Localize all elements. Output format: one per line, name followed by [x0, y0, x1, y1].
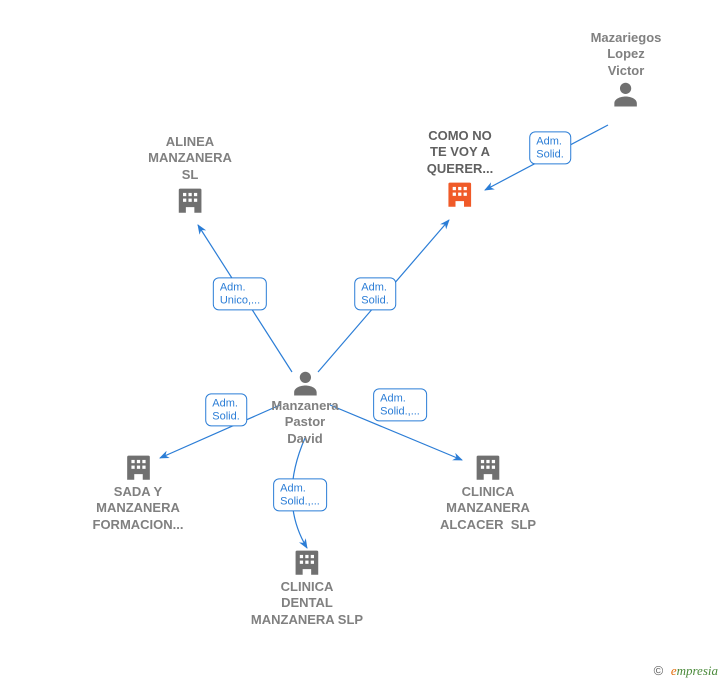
footer-attribution: © empresia	[654, 663, 718, 679]
building-icon	[93, 450, 184, 484]
node-label: CLINICA MANZANERA ALCACER SLP	[440, 484, 536, 533]
node-company-dental[interactable]: CLINICA DENTAL MANZANERA SLP	[251, 545, 363, 628]
node-label: Mazariegos Lopez Victor	[591, 30, 662, 79]
node-center-person[interactable]: Manzanera Pastor David	[271, 368, 338, 447]
copyright-symbol: ©	[654, 663, 664, 678]
node-company-sada[interactable]: SADA Y MANZANERA FORMACION...	[93, 450, 184, 533]
building-icon	[251, 545, 363, 579]
edge-label-alinea: Adm. Unico,...	[213, 277, 267, 310]
node-label: CLINICA DENTAL MANZANERA SLP	[251, 579, 363, 628]
edge-label-dental: Adm. Solid.,...	[273, 478, 327, 511]
edge-label-victor: Adm. Solid.	[529, 131, 571, 164]
node-label: SADA Y MANZANERA FORMACION...	[93, 484, 184, 533]
node-label: COMO NO TE VOY A QUERER...	[427, 128, 493, 177]
node-label: ALINEA MANZANERA SL	[148, 134, 232, 183]
edge-label-alcacer: Adm. Solid.,...	[373, 388, 427, 421]
person-icon	[271, 368, 338, 398]
brand-rest: mpresia	[677, 663, 718, 678]
node-person-victor[interactable]: Mazariegos Lopez Victor	[591, 30, 662, 109]
building-icon	[440, 450, 536, 484]
edge-label-highlight: Adm. Solid.	[354, 277, 396, 310]
person-icon	[591, 79, 662, 109]
node-company-highlight[interactable]: COMO NO TE VOY A QUERER...	[427, 128, 493, 211]
node-company-alinea[interactable]: ALINEA MANZANERA SL	[148, 134, 232, 217]
building-icon	[427, 177, 493, 211]
node-company-alcacer[interactable]: CLINICA MANZANERA ALCACER SLP	[440, 450, 536, 533]
edge-label-sada: Adm. Solid.	[205, 393, 247, 426]
network-canvas: Adm. Unico,... Adm. Solid. Adm. Solid.,.…	[0, 0, 728, 685]
building-icon	[148, 183, 232, 217]
node-label: Manzanera Pastor David	[271, 398, 338, 447]
